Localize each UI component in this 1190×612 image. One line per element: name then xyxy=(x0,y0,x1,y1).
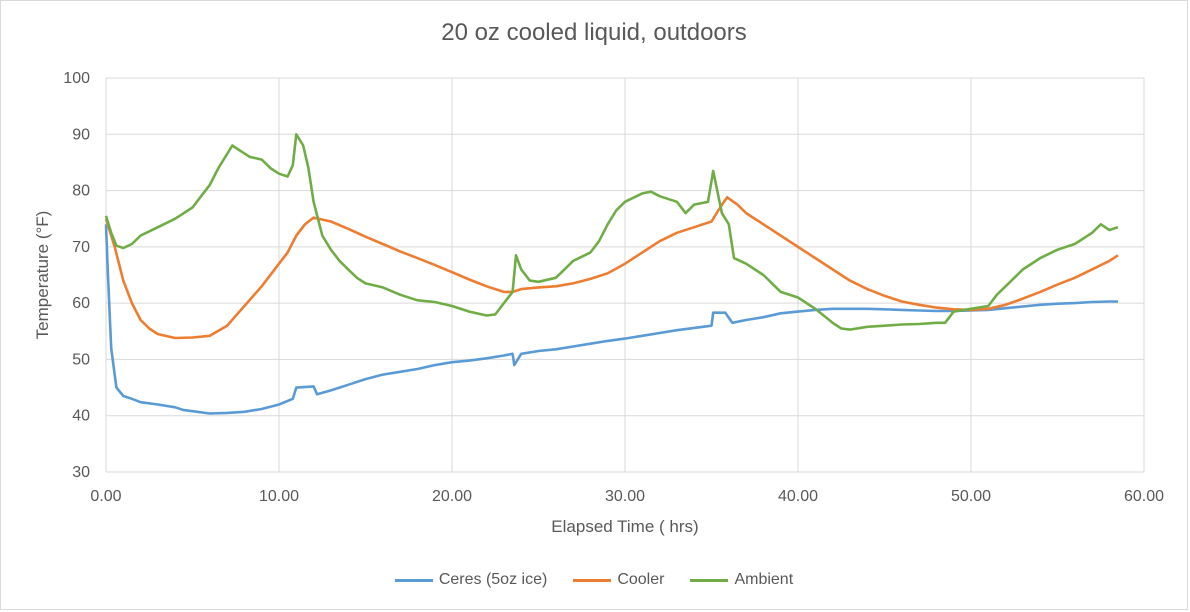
legend-item: Ambient xyxy=(690,571,793,589)
x-tick-label: 50.00 xyxy=(951,488,991,505)
y-tick-label: 30 xyxy=(72,464,90,481)
legend-item: Cooler xyxy=(573,571,664,589)
legend-label: Ceres (5oz ice) xyxy=(438,571,548,588)
chart-title: 20 oz cooled liquid, outdoors xyxy=(441,19,747,46)
y-tick-label: 50 xyxy=(72,351,90,368)
chart-plot: 30 40 50 60 70 80 90 100 0.00 10.00 20.00 30.00 40.… xyxy=(33,70,1164,536)
x-tick-label: 30.00 xyxy=(605,488,645,505)
legend: Ceres (5oz ice) Cooler Ambient xyxy=(1,571,1187,589)
x-axis-title: Elapsed Time ( hrs) xyxy=(551,517,698,536)
legend-swatch xyxy=(394,578,433,582)
legend-swatch xyxy=(690,578,729,582)
y-tick-label: 60 xyxy=(72,295,90,312)
x-tick-label: 20.00 xyxy=(432,488,472,505)
x-tick-label: 40.00 xyxy=(778,488,818,505)
series-lines xyxy=(104,133,1119,415)
x-tick-labels: 0.00 10.00 20.00 30.00 40.00 50.00 60.00 xyxy=(90,488,1164,505)
y-tick-label: 70 xyxy=(72,239,90,256)
y-tick-label: 40 xyxy=(72,408,90,425)
x-tick-label: 60.00 xyxy=(1124,488,1164,505)
gridlines xyxy=(105,77,1145,473)
series-line-1 xyxy=(104,196,1119,340)
x-tick-label: 0.00 xyxy=(90,488,121,505)
legend-swatch xyxy=(573,578,612,582)
x-tick-label: 10.00 xyxy=(259,488,299,505)
y-tick-label: 80 xyxy=(72,183,90,200)
series-line-2 xyxy=(104,133,1119,331)
y-tick-label: 90 xyxy=(72,126,90,143)
y-axis-title: Temperature (°F) xyxy=(33,211,52,340)
legend-label: Cooler xyxy=(617,571,665,588)
legend-item: Ceres (5oz ice) xyxy=(394,571,548,589)
y-tick-label: 100 xyxy=(63,70,90,87)
legend-label: Ambient xyxy=(734,571,794,588)
y-tick-labels: 30 40 50 60 70 80 90 100 xyxy=(63,70,90,481)
series-line-0 xyxy=(104,224,1118,415)
